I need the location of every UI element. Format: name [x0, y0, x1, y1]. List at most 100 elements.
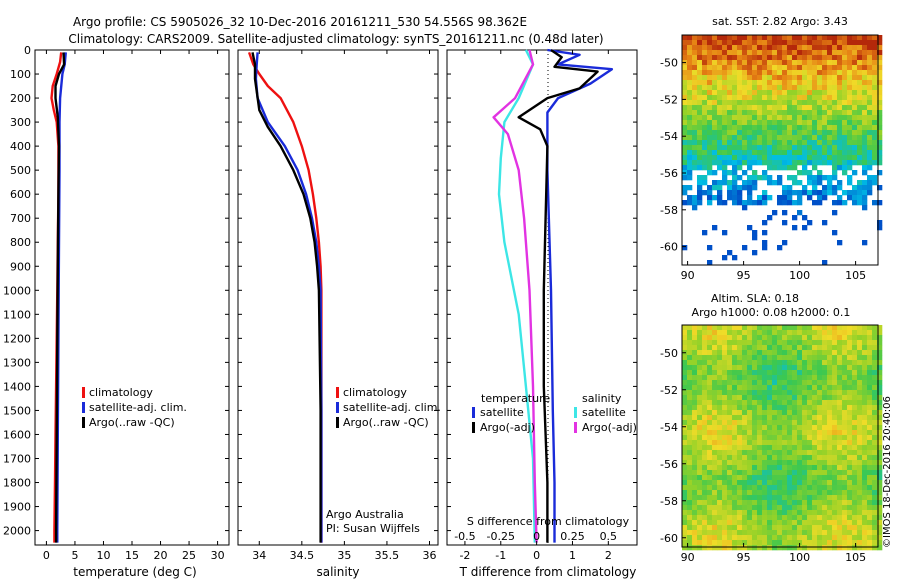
- difference-x-ticks: -2 -1 0 1 2-0.5 -0.25 0 0.25 0.5: [447, 49, 637, 562]
- map-cell: [772, 135, 778, 141]
- map-cell: [792, 485, 798, 491]
- map-cell: [772, 330, 778, 336]
- map-cell: [812, 425, 818, 431]
- map-cell: [817, 325, 823, 331]
- map-cell: [702, 370, 708, 376]
- map-cell: [787, 345, 793, 351]
- map-cell: [702, 540, 708, 546]
- map-cell: [697, 370, 703, 376]
- map-cell: [727, 455, 733, 461]
- map-cell: [872, 355, 878, 361]
- map-cell: [727, 430, 733, 436]
- map-cell: [812, 450, 818, 456]
- map-cell: [752, 410, 758, 416]
- map-cell: [857, 115, 863, 121]
- map-cell: [752, 70, 758, 76]
- map-cell: [787, 65, 793, 71]
- map-cell: [852, 525, 858, 531]
- map-cell: [712, 160, 718, 166]
- map-cell: [797, 335, 803, 341]
- map-cell: [727, 70, 733, 76]
- map-cell: [752, 455, 758, 461]
- map-cell: [777, 345, 783, 351]
- map-cell: [697, 455, 703, 461]
- map-cell: [727, 360, 733, 366]
- map-cell: [847, 140, 853, 146]
- map-cell: [842, 100, 848, 106]
- map-cell: [722, 385, 728, 391]
- map-cell: [742, 115, 748, 121]
- map-cell: [727, 515, 733, 521]
- map-cell: [867, 175, 873, 181]
- map-cell: [862, 115, 868, 121]
- map-cell: [687, 370, 693, 376]
- map-cell: [847, 480, 853, 486]
- map-cell: [802, 510, 808, 516]
- map-cell: [812, 530, 818, 536]
- map-cell: [852, 170, 858, 176]
- map-cell: [822, 430, 828, 436]
- map-cell: [732, 505, 738, 511]
- map-cell: [737, 390, 743, 396]
- map-cell: [877, 90, 883, 96]
- map-cell: [807, 545, 813, 551]
- map-cell: [817, 190, 823, 196]
- map-cell: [877, 65, 883, 71]
- map-cell: [697, 410, 703, 416]
- map-cell: [852, 430, 858, 436]
- map-cell: [837, 460, 843, 466]
- map-cell: [692, 505, 698, 511]
- map-cell: [732, 190, 738, 196]
- map-cell: [807, 90, 813, 96]
- map-cell: [687, 490, 693, 496]
- map-cell: [852, 450, 858, 456]
- map-cell: [692, 370, 698, 376]
- map-cell: [817, 120, 823, 126]
- map-cell: [812, 355, 818, 361]
- map-cell: [687, 60, 693, 66]
- map-cell: [847, 50, 853, 56]
- map-cell: [857, 35, 863, 41]
- map-cell: [707, 360, 713, 366]
- map-cell: [707, 545, 713, 551]
- map-y-tick-label: -50: [660, 347, 678, 360]
- map-cell: [837, 100, 843, 106]
- map-cell: [822, 440, 828, 446]
- map-cell: [832, 135, 838, 141]
- map-cell: [682, 360, 688, 366]
- map-y-tick-label: -56: [660, 458, 678, 471]
- map-cell: [867, 35, 873, 41]
- map-cell: [792, 455, 798, 461]
- map-cell: [847, 420, 853, 426]
- difference-x-tick-label: 0: [533, 549, 540, 562]
- map-cell: [697, 330, 703, 336]
- map-cell: [787, 520, 793, 526]
- map-cell: [697, 415, 703, 421]
- map-cell: [802, 140, 808, 146]
- map-cell: [872, 150, 878, 156]
- map-cell: [712, 95, 718, 101]
- map-cell: [697, 150, 703, 156]
- map-cell: [832, 490, 838, 496]
- map-cell: [792, 345, 798, 351]
- map-cell: [702, 325, 708, 331]
- map-cell: [697, 510, 703, 516]
- map-cell: [762, 200, 768, 206]
- map-cell: [877, 45, 883, 51]
- map-cell: [812, 115, 818, 121]
- map-cell: [717, 160, 723, 166]
- map-cell: [837, 410, 843, 416]
- map-cell: [857, 525, 863, 531]
- depth-tick-label: 600: [10, 188, 31, 201]
- map-cell: [767, 65, 773, 71]
- map-cell: [877, 495, 883, 501]
- map-cell: [692, 485, 698, 491]
- map-cell: [792, 365, 798, 371]
- map-cell: [757, 530, 763, 536]
- sla-map-frame: [681, 324, 879, 548]
- map-cell: [757, 90, 763, 96]
- map-cell: [757, 95, 763, 101]
- map-cell: [842, 540, 848, 546]
- map-cell: [802, 420, 808, 426]
- map-cell: [862, 125, 868, 131]
